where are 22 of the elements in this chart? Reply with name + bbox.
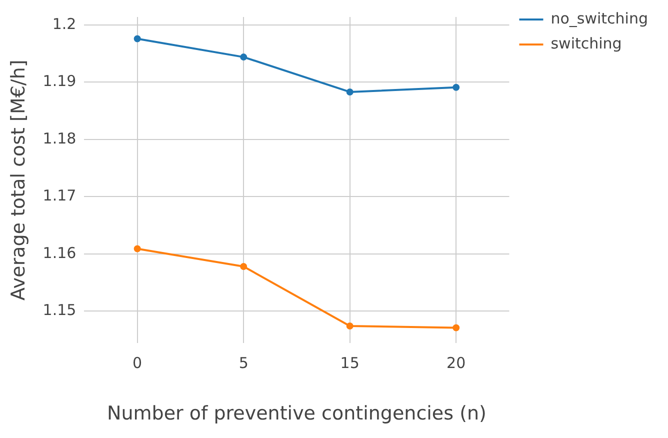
y-tick-label: 1.18 [42,129,76,148]
y-tick-label: 1.16 [42,244,76,262]
x-tick-label: 15 [340,354,360,372]
x-axis-title: Number of preventive contingencies (n) [107,402,486,425]
point [240,263,248,270]
y-tick-label: 1.2 [52,14,76,33]
y-tick-label: 1.19 [42,72,76,90]
point [346,88,354,96]
y-axis-title: Average total cost [M€/h] [7,60,30,300]
x-tick-label: 5 [238,354,248,372]
y-tick-label: 1.17 [42,186,76,205]
x-tick-label: 0 [132,354,142,372]
y-tick-label: 1.15 [42,301,76,320]
point [134,245,141,252]
point [452,324,460,332]
point [134,35,141,42]
x-tick-label: 20 [446,354,466,372]
legend-label: no_switching [550,9,648,28]
legend-label: switching [550,34,622,52]
point [452,84,460,91]
point [240,54,248,61]
point [346,322,354,330]
